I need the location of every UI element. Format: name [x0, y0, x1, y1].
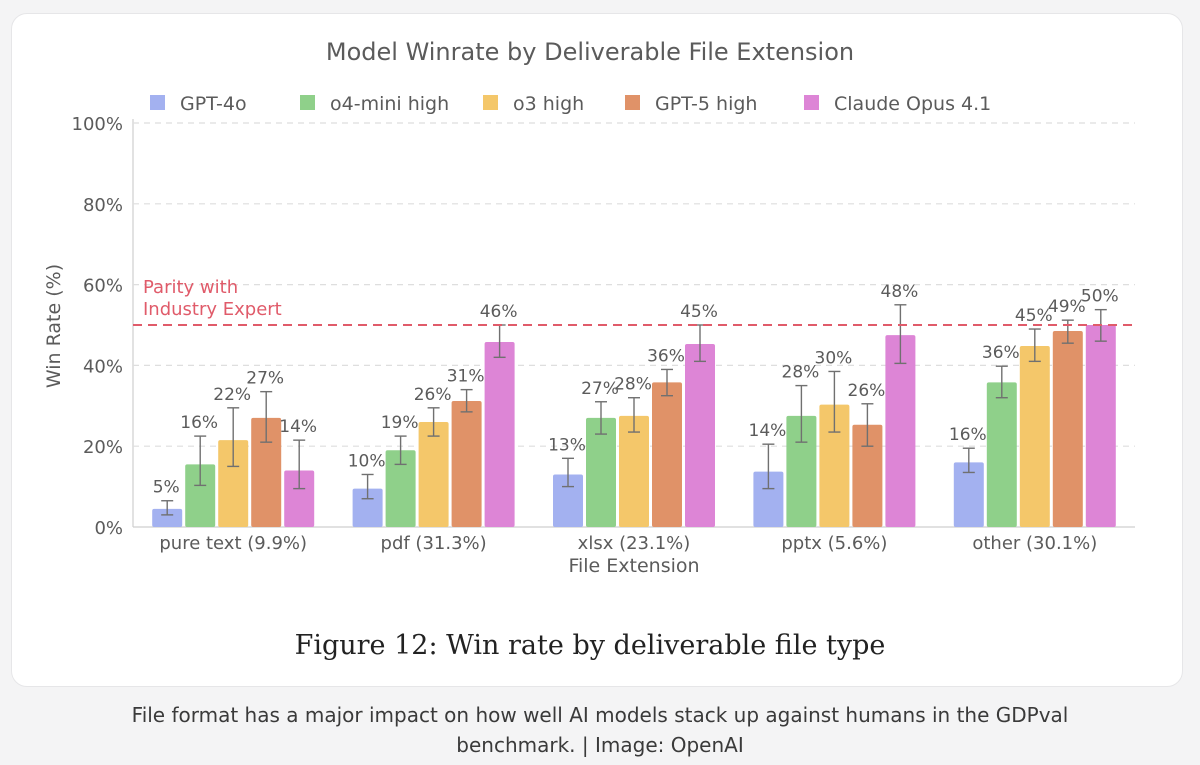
data-label: 22% — [213, 385, 251, 405]
data-label: 50% — [1081, 287, 1119, 307]
bar — [284, 470, 315, 527]
data-label: 31% — [447, 367, 485, 387]
data-label: 27% — [246, 369, 284, 389]
bar — [619, 415, 649, 527]
bar — [251, 417, 282, 527]
bar — [1019, 346, 1050, 527]
bar — [852, 424, 883, 527]
legend: GPT-4o o4-mini high o3 high GPT-5 high Claud… — [150, 93, 991, 115]
data-label: 14% — [279, 417, 317, 437]
image-caption: File format has a major impact on how we… — [0, 700, 1200, 760]
data-label: 27% — [581, 379, 619, 399]
bar — [819, 404, 850, 527]
data-label: 26% — [414, 385, 452, 405]
y-tick-label: 0% — [94, 518, 123, 539]
legend-swatch — [150, 95, 165, 110]
x-tick-label: pure text (9.9%) — [159, 533, 307, 554]
bar — [185, 464, 216, 527]
bar — [753, 471, 784, 527]
bar — [352, 488, 383, 527]
legend-label: o4-mini high — [330, 93, 449, 115]
y-tick-label: 80% — [83, 195, 123, 216]
y-tick-label: 20% — [83, 437, 123, 458]
x-axis-label: File Extension — [568, 555, 699, 577]
data-label: 48% — [881, 282, 919, 302]
data-label: 19% — [381, 413, 419, 433]
data-label: 45% — [680, 302, 718, 322]
data-label: 28% — [782, 363, 820, 383]
bar — [484, 341, 515, 527]
legend-swatch — [483, 95, 498, 110]
legend-swatch — [804, 95, 819, 110]
legend-swatch — [625, 95, 640, 110]
data-label: 28% — [614, 375, 652, 395]
data-label: 16% — [949, 425, 987, 445]
caption-line-2: benchmark. | Image: OpenAI — [456, 733, 744, 757]
figure-card — [11, 13, 1183, 687]
bar — [152, 508, 183, 527]
chart-title: Model Winrate by Deliverable File Extens… — [326, 38, 854, 66]
legend-label: GPT-4o — [180, 93, 247, 115]
bar — [953, 462, 984, 527]
bar — [986, 382, 1017, 527]
data-label: 30% — [815, 348, 853, 368]
data-label: 10% — [348, 451, 386, 471]
y-tick-label: 60% — [83, 276, 123, 297]
data-label: 45% — [1015, 306, 1053, 326]
parity-label-line-2: Industry Expert — [143, 299, 282, 320]
parity-label-line-1: Parity with — [143, 277, 238, 298]
data-label: 13% — [548, 435, 586, 455]
chart: Model Winrate by Deliverable File Extens… — [43, 38, 1135, 661]
bar — [385, 450, 416, 527]
x-tick-label: xlsx (23.1%) — [578, 533, 691, 554]
y-tick-label: 40% — [83, 356, 123, 377]
legend-label: Claude Opus 4.1 — [834, 93, 991, 115]
bar — [218, 440, 249, 527]
bar — [553, 474, 583, 527]
x-tick-label: pdf (31.3%) — [381, 533, 487, 554]
caption-line-1: File format has a major impact on how we… — [131, 703, 1069, 727]
data-label: 5% — [153, 478, 180, 498]
bar — [1085, 325, 1116, 527]
bar — [418, 421, 449, 527]
legend-swatch — [300, 95, 315, 110]
x-tick-label: other (30.1%) — [972, 533, 1097, 554]
y-axis-label: Win Rate (%) — [43, 264, 65, 388]
bar — [685, 343, 715, 527]
bar — [652, 382, 682, 527]
figure-caption: Figure 12: Win rate by deliverable file … — [295, 630, 886, 661]
x-tick-label: pptx (5.6%) — [781, 533, 887, 554]
x-axis: pure text (9.9%) pdf (31.3%) xlsx (23.1%) p… — [159, 533, 1097, 554]
data-label: 46% — [480, 302, 518, 322]
y-tick-label: 100% — [72, 114, 123, 135]
data-label: 49% — [1048, 297, 1086, 317]
bar — [451, 400, 482, 527]
legend-label: o3 high — [513, 93, 584, 115]
data-label: 36% — [647, 346, 685, 366]
data-label: 14% — [749, 421, 787, 441]
bar — [1052, 331, 1083, 527]
data-label: 26% — [848, 381, 886, 401]
legend-label: GPT-5 high — [655, 93, 757, 115]
data-label: 36% — [982, 343, 1020, 363]
bar — [586, 417, 616, 527]
data-label: 16% — [180, 413, 218, 433]
bars: 5%16%22%27%14%10%19%26%31%46%13%27%28%36… — [152, 282, 1119, 527]
bar — [885, 335, 916, 527]
bar — [786, 415, 817, 527]
